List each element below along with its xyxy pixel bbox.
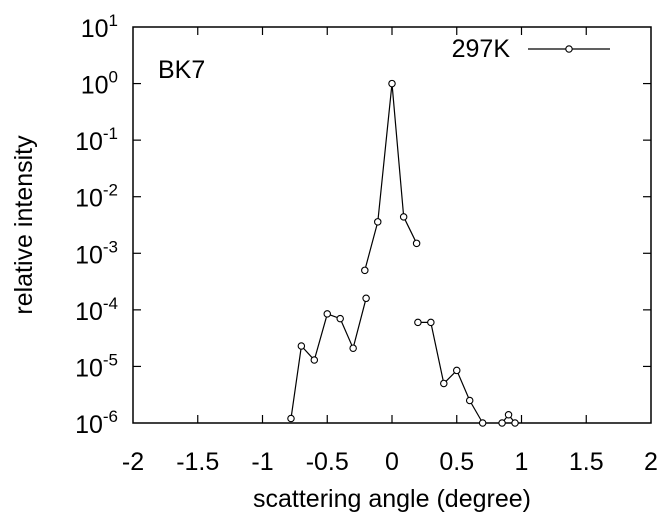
y-tick-label: 10-1 — [75, 124, 118, 156]
x-tick-label: 0 — [385, 448, 399, 476]
data-point — [511, 419, 519, 427]
y-axis-label: relative intensity — [10, 135, 38, 315]
data-point — [498, 419, 506, 427]
x-tick-label: -1 — [251, 448, 273, 476]
y-tick-label: 100 — [81, 68, 118, 100]
data-point — [478, 419, 487, 427]
series-layer — [287, 79, 519, 427]
data-point — [440, 379, 448, 388]
data-point — [504, 410, 513, 419]
data-point — [465, 396, 474, 405]
data-point — [287, 414, 295, 423]
data-point — [323, 310, 331, 318]
data-point — [310, 356, 319, 364]
x-tick-label: -1.5 — [176, 448, 219, 476]
data-point — [349, 344, 357, 352]
data-point — [374, 218, 382, 226]
data-point — [388, 79, 396, 88]
x-tick-label: 0.5 — [439, 448, 474, 476]
data-point — [427, 318, 435, 327]
legend-label: 297K — [452, 35, 511, 63]
annotation-bk7: BK7 — [158, 56, 205, 84]
y-tick-label: 10-2 — [75, 181, 118, 213]
x-tick-label: 1 — [515, 448, 529, 476]
data-point — [414, 318, 422, 327]
data-point — [362, 294, 370, 303]
x-tick-label: 1.5 — [569, 448, 604, 476]
x-axis-label: scattering angle (degree) — [253, 485, 531, 513]
x-tick-label: -2 — [122, 448, 144, 476]
data-point — [412, 239, 421, 248]
y-tick-label: 10-4 — [75, 294, 118, 326]
data-point — [361, 266, 369, 275]
y-tick-label: 10-6 — [75, 407, 118, 439]
series-line — [290, 83, 516, 424]
ticks: -2 -1.5 -1 -0.5 0 0.5 1 1.5 2 10-6 10-5 10-4 10-3 10-… — [75, 11, 658, 476]
y-tick-label: 101 — [81, 11, 118, 43]
legend-marker — [565, 45, 573, 53]
x-tick-label: 2 — [644, 448, 658, 476]
data-point — [297, 342, 306, 350]
y-tick-label: 10-3 — [75, 237, 118, 269]
data-point — [452, 366, 461, 375]
x-tick-label: -0.5 — [306, 448, 349, 476]
data-point — [399, 213, 408, 221]
y-tick-label: 10-5 — [75, 350, 118, 382]
data-point — [336, 314, 344, 323]
